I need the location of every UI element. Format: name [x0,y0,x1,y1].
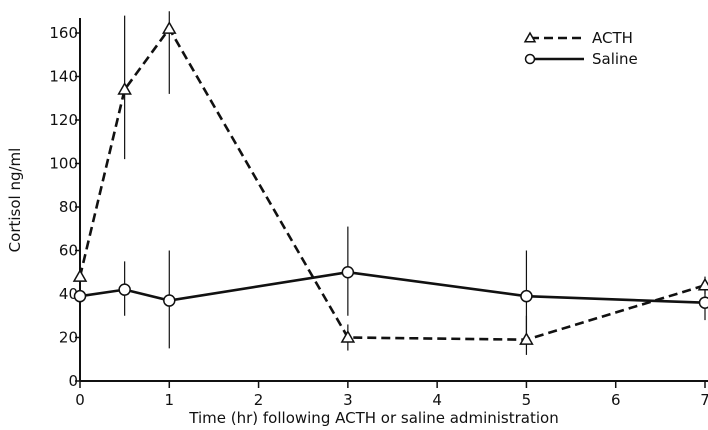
y-tick-label: 0 [68,372,78,390]
acth-point-triangle [117,82,132,95]
saline-point-circle [341,266,355,279]
x-tick-label: 6 [611,391,621,409]
saline-point-circle [520,289,533,303]
series-markers [72,21,708,345]
y-axis-label: Cortisol ng/ml [6,148,24,253]
y-tick-label: 120 [49,111,78,129]
legend-saline-marker [524,53,536,65]
y-tick-label: 40 [59,285,78,303]
x-tick-label: 7 [700,391,708,409]
x-tick-label: 0 [75,391,85,409]
axis-ticks: 0 1 2 3 4 5 6 7 0 20 40 60 80 100 120 140 160 [49,24,708,409]
acth-point-triangle [697,277,708,291]
legend-acth-label: ACTH [592,29,633,47]
saline-point-circle [118,283,131,296]
y-tick-label: 80 [59,198,78,216]
y-tick-label: 140 [49,68,78,86]
x-tick-label: 3 [343,391,353,409]
y-tick-label: 60 [59,242,78,260]
x-tick-label: 5 [522,391,532,409]
legend-saline-label: Saline [592,50,638,68]
saline-point-circle [163,294,176,307]
y-tick-label: 20 [59,329,78,347]
legend-acth-marker [523,31,537,43]
saline-point-circle [698,296,708,309]
x-tick-label: 1 [165,391,175,409]
series-lines [78,26,706,341]
y-tick-label: 100 [49,155,78,173]
acth-point-triangle [72,269,88,282]
saline-point-circle [73,289,87,303]
acth-point-triangle [519,332,534,345]
saline-series-line [79,270,706,304]
y-tick-label: 160 [49,24,78,42]
x-tick-label: 2 [254,391,264,409]
acth-series-line [78,26,706,341]
x-tick-label: 4 [432,391,442,409]
x-axis-label: Time (hr) following ACTH or saline admin… [188,409,558,427]
legend: ACTH Saline [523,29,638,68]
acth-point-triangle [161,21,177,34]
acth-point-triangle [340,329,356,343]
